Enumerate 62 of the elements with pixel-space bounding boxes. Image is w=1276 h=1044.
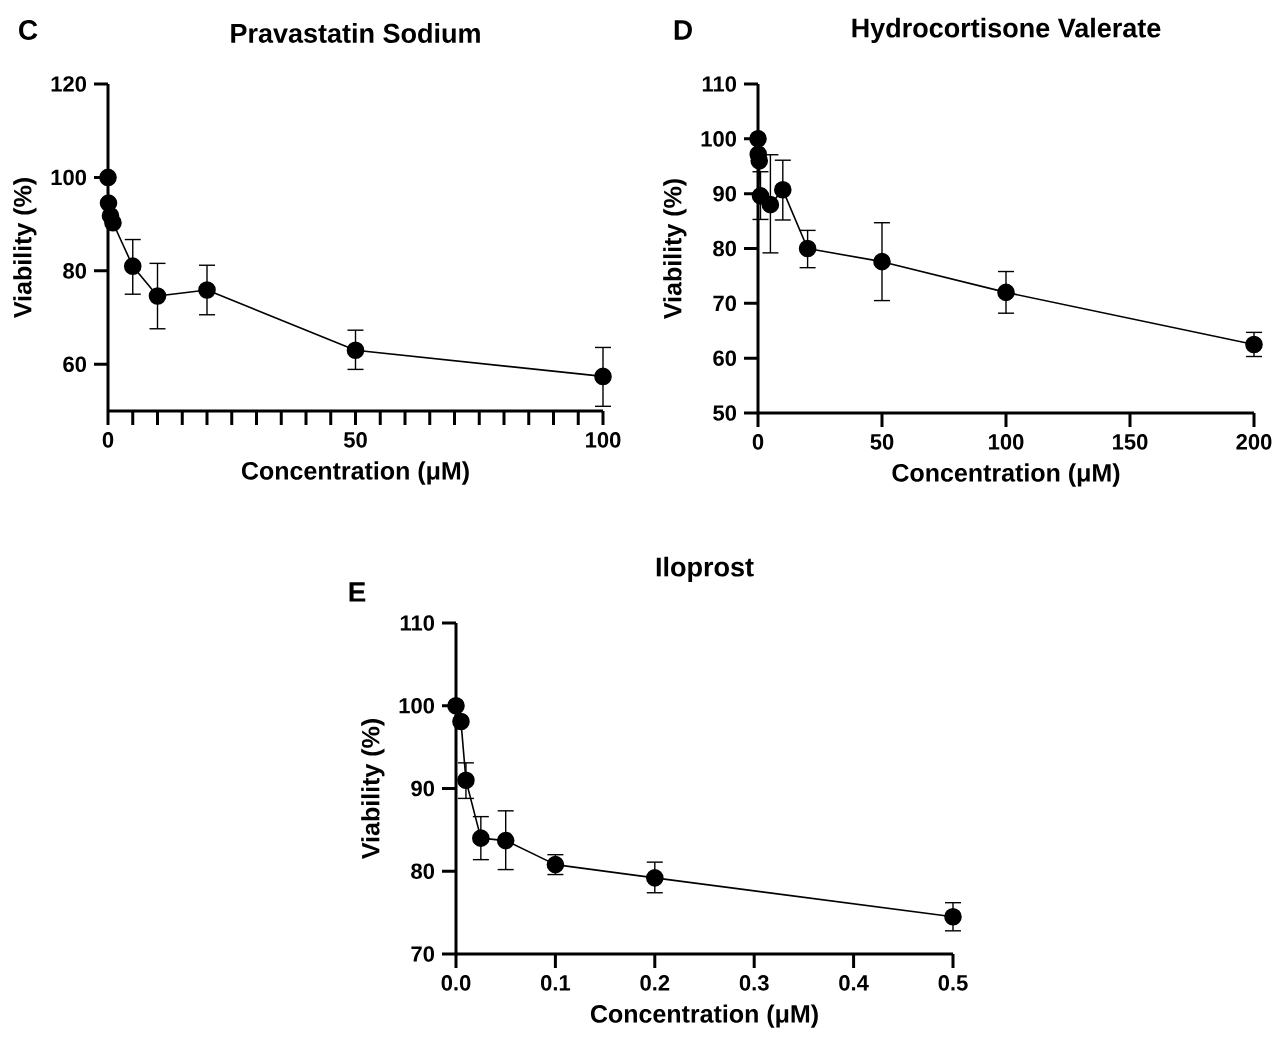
point	[148, 287, 167, 305]
point	[447, 696, 465, 715]
point	[472, 829, 490, 847]
x-tick-label: 0.4	[839, 975, 869, 991]
y-tick-label: 60	[63, 356, 87, 373]
y-tick-label: 100	[701, 131, 737, 147]
x-tick-label: 100	[989, 434, 1024, 450]
chart-title: Hydrocortisone Valerate	[852, 17, 1161, 43]
y-tick-label: 60	[713, 350, 737, 366]
point	[594, 367, 612, 386]
x-tick-label: 0.0	[441, 975, 471, 991]
point	[346, 341, 365, 360]
point	[761, 195, 780, 214]
x-tick-label: 150	[1113, 434, 1148, 450]
x-tick-label: 0.2	[640, 975, 670, 991]
y-tick-label: 50	[713, 405, 737, 421]
point	[99, 168, 117, 187]
y-axis-title: Viability (%)	[13, 178, 37, 318]
x-axis-title: Concentration (μM)	[892, 463, 1120, 487]
x-axis-title: Concentration (μM)	[241, 461, 469, 485]
point	[457, 771, 475, 790]
y-tick-label: 100	[399, 697, 435, 714]
point	[798, 239, 817, 258]
x-axis-title: Concentration (μM)	[590, 1004, 818, 1028]
x-tick-label: 50	[343, 432, 367, 448]
y-tick-label: 90	[411, 780, 435, 797]
y-axis-title: Viability (%)	[663, 179, 687, 319]
text: E	[349, 582, 366, 602]
y-tick-label: 110	[702, 76, 737, 92]
y-tick-label: 80	[411, 863, 435, 880]
text: C	[19, 20, 38, 40]
point	[1245, 335, 1263, 354]
point	[452, 712, 470, 731]
x-tick-label: 0.5	[938, 975, 968, 991]
point	[944, 907, 962, 926]
y-tick-label: 80	[63, 263, 87, 279]
y-tick-label: 100	[51, 169, 87, 186]
point	[496, 831, 515, 850]
point	[123, 257, 142, 275]
text: D	[674, 20, 692, 40]
y-tick-label: 80	[713, 240, 737, 257]
point	[774, 181, 792, 199]
y-tick-label: 120	[51, 76, 87, 92]
y-tick-label: 70	[713, 295, 737, 312]
x-tick-label: 0.1	[540, 975, 571, 991]
chart-title: Pravastatin Sodium	[231, 23, 480, 43]
y-tick-label: 90	[713, 185, 737, 202]
x-tick-label: 100	[586, 432, 621, 448]
y-tick-label: 70	[411, 946, 435, 962]
x-tick-label: 200	[1236, 434, 1272, 450]
x-tick-label: 0.3	[739, 975, 769, 991]
point	[198, 281, 216, 299]
x-tick-label: 0	[102, 432, 114, 448]
x-tick-label: 0	[752, 434, 764, 450]
point	[873, 252, 891, 271]
chart-title: Iloprost	[656, 556, 754, 582]
point	[646, 869, 664, 887]
point	[997, 283, 1015, 302]
y-tick-label: 110	[400, 615, 435, 631]
x-tick-label: 50	[870, 434, 894, 450]
point	[749, 130, 767, 148]
y-axis-title: Viability (%)	[361, 719, 385, 859]
